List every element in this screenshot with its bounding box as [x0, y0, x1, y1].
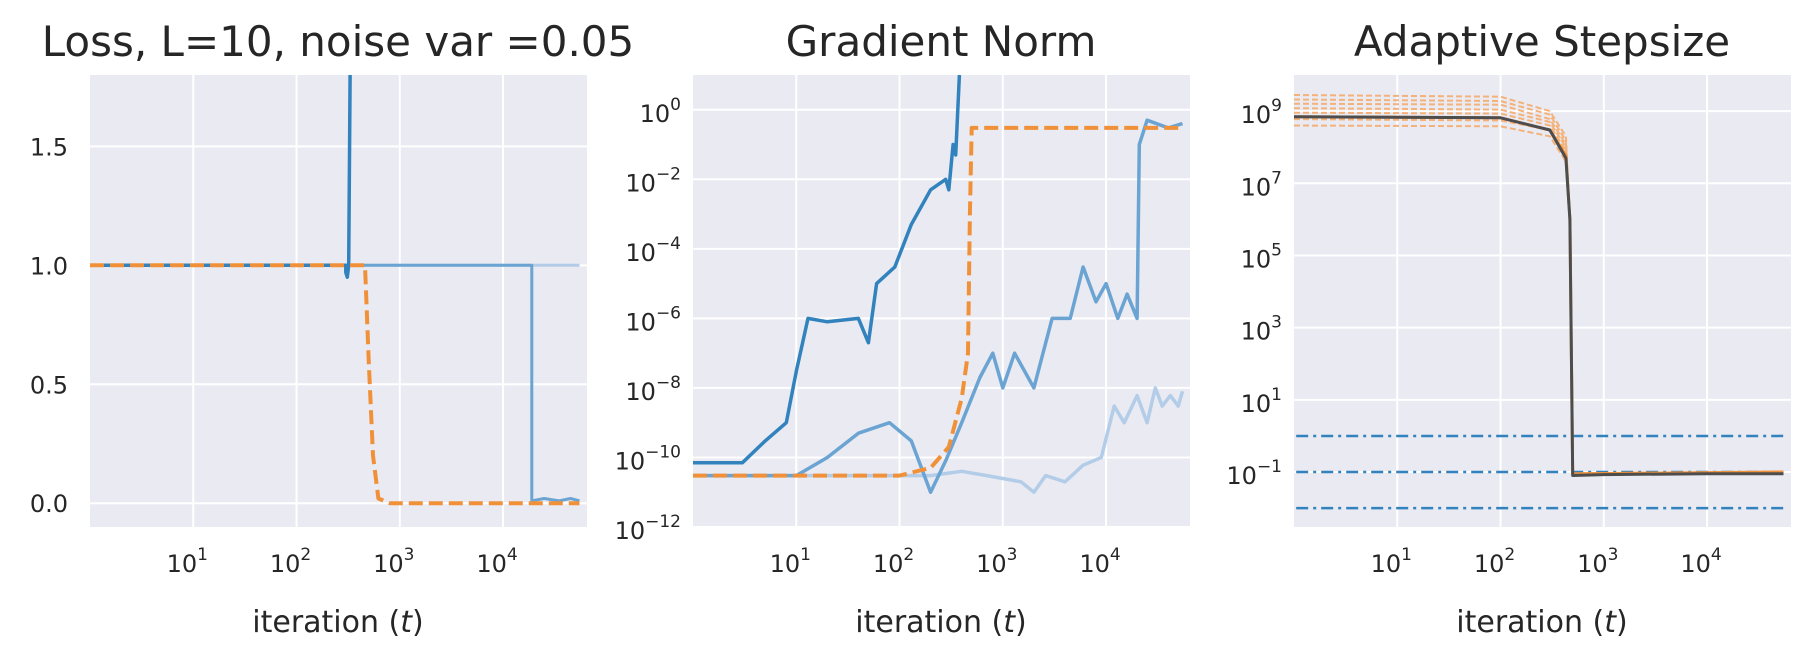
stepsize-plot-area	[1294, 75, 1791, 527]
loss-ytick-label-1: 0.5	[30, 371, 68, 399]
loss-xtick-label-3: 104	[476, 545, 517, 578]
loss-ytick-label-0: 0.0	[30, 490, 68, 518]
gradient-norm-ytick-label-6: 100	[640, 95, 681, 128]
loss-ytick-label-3: 1.5	[30, 133, 68, 161]
loss-panel: 101 102 103 104 0.0 0.5 1.0 1.5 Loss, L=10, noi…	[30, 17, 634, 640]
gradient-norm-xtick-label-3: 104	[1079, 545, 1120, 578]
gradient-norm-ytick-label-4: 10−4	[625, 234, 681, 267]
stepsize-ytick-label-5: 109	[1241, 96, 1282, 129]
loss-series-1	[90, 263, 580, 503]
gradient-norm-xtick-label-0: 101	[770, 545, 811, 578]
stepsize-ytick-label-2: 103	[1241, 313, 1282, 346]
stepsize-xtick-label-2: 103	[1577, 545, 1618, 578]
stepsize-ytick-label-1: 101	[1241, 385, 1282, 418]
loss-xtick-label-0: 101	[167, 545, 208, 578]
stepsize-xlabel: iteration (t)	[1456, 605, 1627, 640]
stepsize-title: Adaptive Stepsize	[1354, 17, 1730, 66]
gradient-norm-series-2	[693, 75, 962, 465]
gradient-norm-xtick-label-1: 102	[873, 545, 914, 578]
gradient-norm-ytick-label-5: 10−2	[625, 164, 681, 197]
loss-series-3	[90, 263, 580, 506]
gradient-norm-series-0	[693, 386, 1185, 494]
gradient-norm-panel: 101 102 103 104 10−12 10−10 10−8 10−6 10−4 10−2 10…	[615, 17, 1190, 640]
stepsize-series	[1294, 94, 1784, 510]
loss-ytick-label-2: 1.0	[30, 252, 68, 280]
stepsize-series-8	[1294, 115, 1784, 477]
gradient-norm-gridlines	[693, 75, 1190, 528]
stepsize-xtick-label-3: 104	[1680, 545, 1721, 578]
gradient-norm-ytick-label-0: 10−12	[615, 512, 681, 545]
loss-series	[90, 75, 580, 506]
stepsize-xtick-label-1: 102	[1474, 545, 1515, 578]
stepsize-tick-labels: 101 102 103 104 10−1 101 103 105 107 109	[1226, 96, 1721, 578]
gradient-norm-title: Gradient Norm	[786, 17, 1097, 66]
gradient-norm-series-1	[693, 118, 1184, 494]
loss-plot-area	[90, 75, 587, 527]
gradient-norm-ytick-label-2: 10−8	[625, 373, 681, 406]
gradient-norm-plot-area	[693, 75, 1190, 527]
stepsize-ytick-label-0: 10−1	[1226, 457, 1282, 490]
stepsize-ytick-label-4: 107	[1241, 168, 1282, 201]
gradient-norm-xtick-label-2: 103	[976, 545, 1017, 578]
gradient-norm-tick-labels: 101 102 103 104 10−12 10−10 10−8 10−6 10−4 10−2 10…	[615, 95, 1121, 578]
gradient-norm-xlabel: iteration (t)	[855, 605, 1026, 640]
loss-xtick-label-2: 103	[373, 545, 414, 578]
loss-xtick-label-1: 102	[270, 545, 311, 578]
gradient-norm-series	[693, 75, 1185, 494]
loss-tick-labels: 101 102 103 104 0.0 0.5 1.0 1.5	[30, 133, 518, 578]
stepsize-xtick-label-0: 101	[1371, 545, 1412, 578]
gradient-norm-ytick-label-3: 10−6	[625, 303, 681, 336]
loss-xlabel: iteration (t)	[252, 605, 423, 640]
loss-title: Loss, L=10, noise var =0.05	[42, 17, 635, 66]
stepsize-panel: 101 102 103 104 10−1 101 103 105 107 109 Adaptive…	[1226, 17, 1791, 640]
gradient-norm-ytick-label-1: 10−10	[615, 442, 681, 475]
stepsize-ytick-label-3: 105	[1241, 240, 1282, 273]
